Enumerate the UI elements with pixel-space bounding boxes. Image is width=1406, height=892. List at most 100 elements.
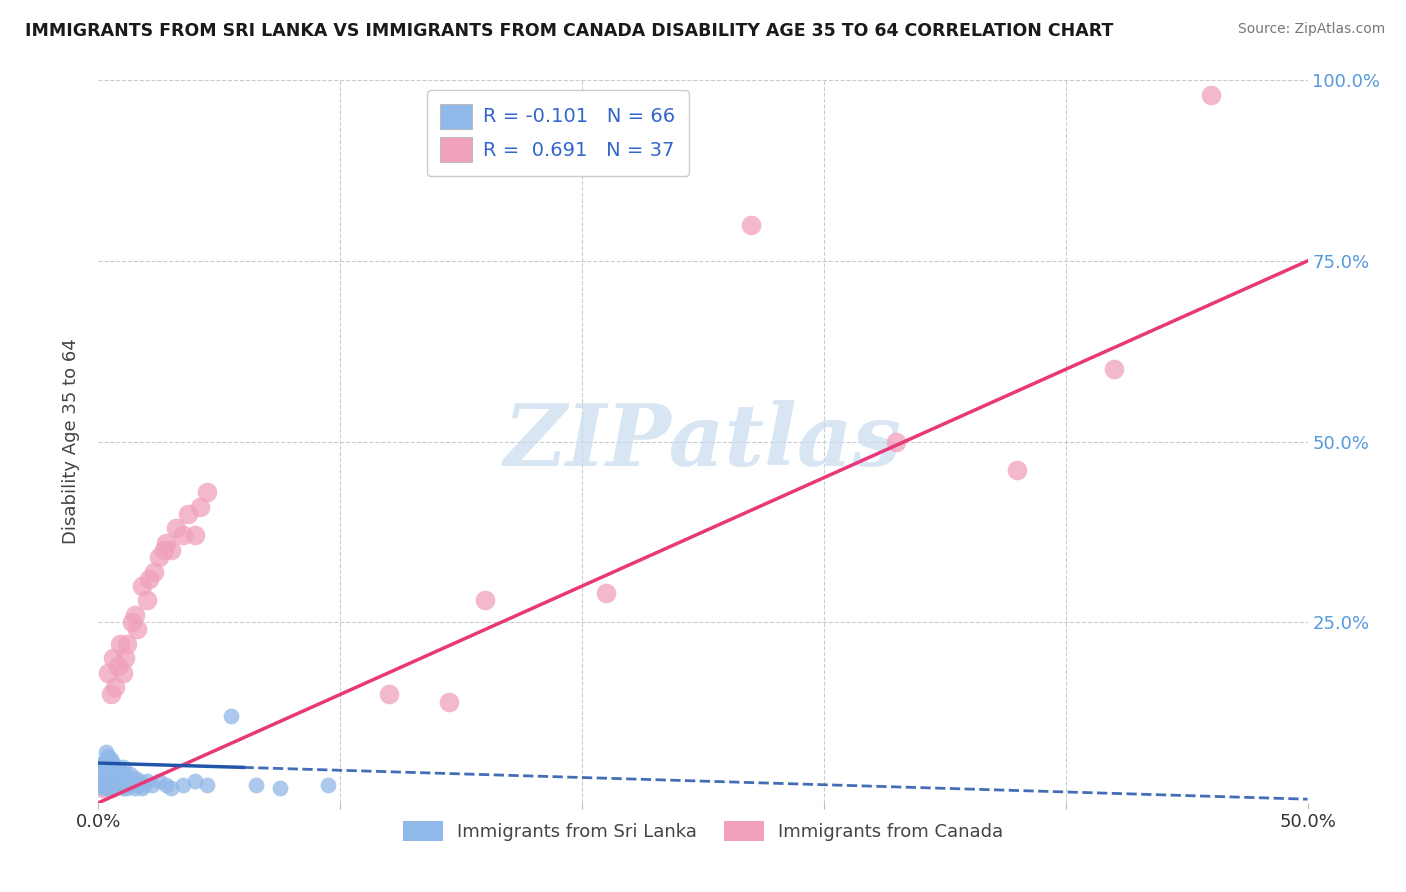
- Point: [131, 781, 153, 796]
- Point: [1199, 87, 1222, 102]
- Point: [90, 778, 112, 792]
- Point: [91, 771, 114, 785]
- Point: [152, 542, 174, 557]
- Point: [107, 778, 129, 792]
- Point: [184, 774, 207, 789]
- Point: [107, 767, 129, 781]
- Point: [101, 774, 124, 789]
- Point: [111, 781, 134, 796]
- Point: [886, 434, 908, 449]
- Point: [97, 760, 120, 774]
- Point: [135, 593, 157, 607]
- Point: [740, 218, 762, 232]
- Point: [316, 778, 339, 792]
- Point: [94, 752, 117, 766]
- Point: [121, 774, 143, 789]
- Point: [127, 623, 149, 637]
- Point: [97, 778, 120, 792]
- Point: [94, 767, 117, 781]
- Point: [148, 550, 170, 565]
- Point: [128, 774, 150, 789]
- Point: [160, 542, 183, 557]
- Point: [101, 756, 124, 770]
- Point: [97, 748, 120, 763]
- Point: [160, 781, 183, 796]
- Point: [94, 764, 117, 778]
- Point: [245, 778, 267, 792]
- Point: [101, 781, 124, 796]
- Point: [117, 771, 139, 785]
- Point: [94, 774, 117, 789]
- Point: [97, 665, 120, 680]
- Point: [101, 767, 124, 781]
- Point: [124, 781, 146, 796]
- Point: [91, 778, 114, 792]
- Point: [108, 764, 131, 778]
- Point: [111, 665, 134, 680]
- Text: ZIPatlas: ZIPatlas: [503, 400, 903, 483]
- Point: [134, 778, 156, 792]
- Point: [100, 687, 122, 701]
- Point: [104, 771, 127, 785]
- Point: [141, 778, 163, 792]
- Point: [100, 771, 122, 785]
- Point: [100, 752, 122, 766]
- Point: [172, 778, 194, 792]
- Point: [100, 778, 122, 792]
- Point: [177, 507, 200, 521]
- Point: [118, 778, 141, 792]
- Point: [143, 565, 166, 579]
- Point: [127, 778, 149, 792]
- Point: [377, 687, 399, 701]
- Point: [97, 767, 120, 781]
- Point: [195, 485, 218, 500]
- Point: [91, 756, 114, 770]
- Point: [195, 778, 218, 792]
- Point: [1007, 463, 1029, 477]
- Point: [91, 767, 114, 781]
- Point: [104, 778, 127, 792]
- Point: [100, 764, 122, 778]
- Point: [124, 607, 146, 622]
- Point: [221, 709, 243, 723]
- Legend: Immigrants from Sri Lanka, Immigrants from Canada: Immigrants from Sri Lanka, Immigrants fr…: [395, 814, 1011, 848]
- Point: [90, 774, 112, 789]
- Point: [94, 745, 117, 759]
- Point: [94, 771, 117, 785]
- Point: [117, 781, 139, 796]
- Point: [91, 774, 114, 789]
- Point: [108, 637, 131, 651]
- Point: [114, 778, 136, 792]
- Point: [172, 528, 194, 542]
- Point: [155, 535, 177, 549]
- Point: [101, 651, 124, 665]
- Point: [121, 615, 143, 630]
- Point: [269, 781, 291, 796]
- Point: [118, 767, 141, 781]
- Point: [184, 528, 207, 542]
- Point: [117, 637, 139, 651]
- Point: [165, 521, 187, 535]
- Point: [91, 781, 114, 796]
- Point: [94, 778, 117, 792]
- Point: [97, 781, 120, 796]
- Point: [138, 572, 160, 586]
- Y-axis label: Disability Age 35 to 64: Disability Age 35 to 64: [62, 339, 80, 544]
- Point: [91, 760, 114, 774]
- Text: IMMIGRANTS FROM SRI LANKA VS IMMIGRANTS FROM CANADA DISABILITY AGE 35 TO 64 CORR: IMMIGRANTS FROM SRI LANKA VS IMMIGRANTS …: [25, 22, 1114, 40]
- Point: [474, 593, 496, 607]
- Point: [97, 774, 120, 789]
- Point: [135, 774, 157, 789]
- Point: [100, 781, 122, 796]
- Point: [108, 774, 131, 789]
- Point: [114, 767, 136, 781]
- Point: [148, 774, 170, 789]
- Point: [1102, 362, 1125, 376]
- Point: [437, 695, 460, 709]
- Point: [104, 760, 127, 774]
- Point: [111, 760, 134, 774]
- Point: [104, 680, 127, 694]
- Point: [124, 771, 146, 785]
- Point: [114, 651, 136, 665]
- Text: Source: ZipAtlas.com: Source: ZipAtlas.com: [1237, 22, 1385, 37]
